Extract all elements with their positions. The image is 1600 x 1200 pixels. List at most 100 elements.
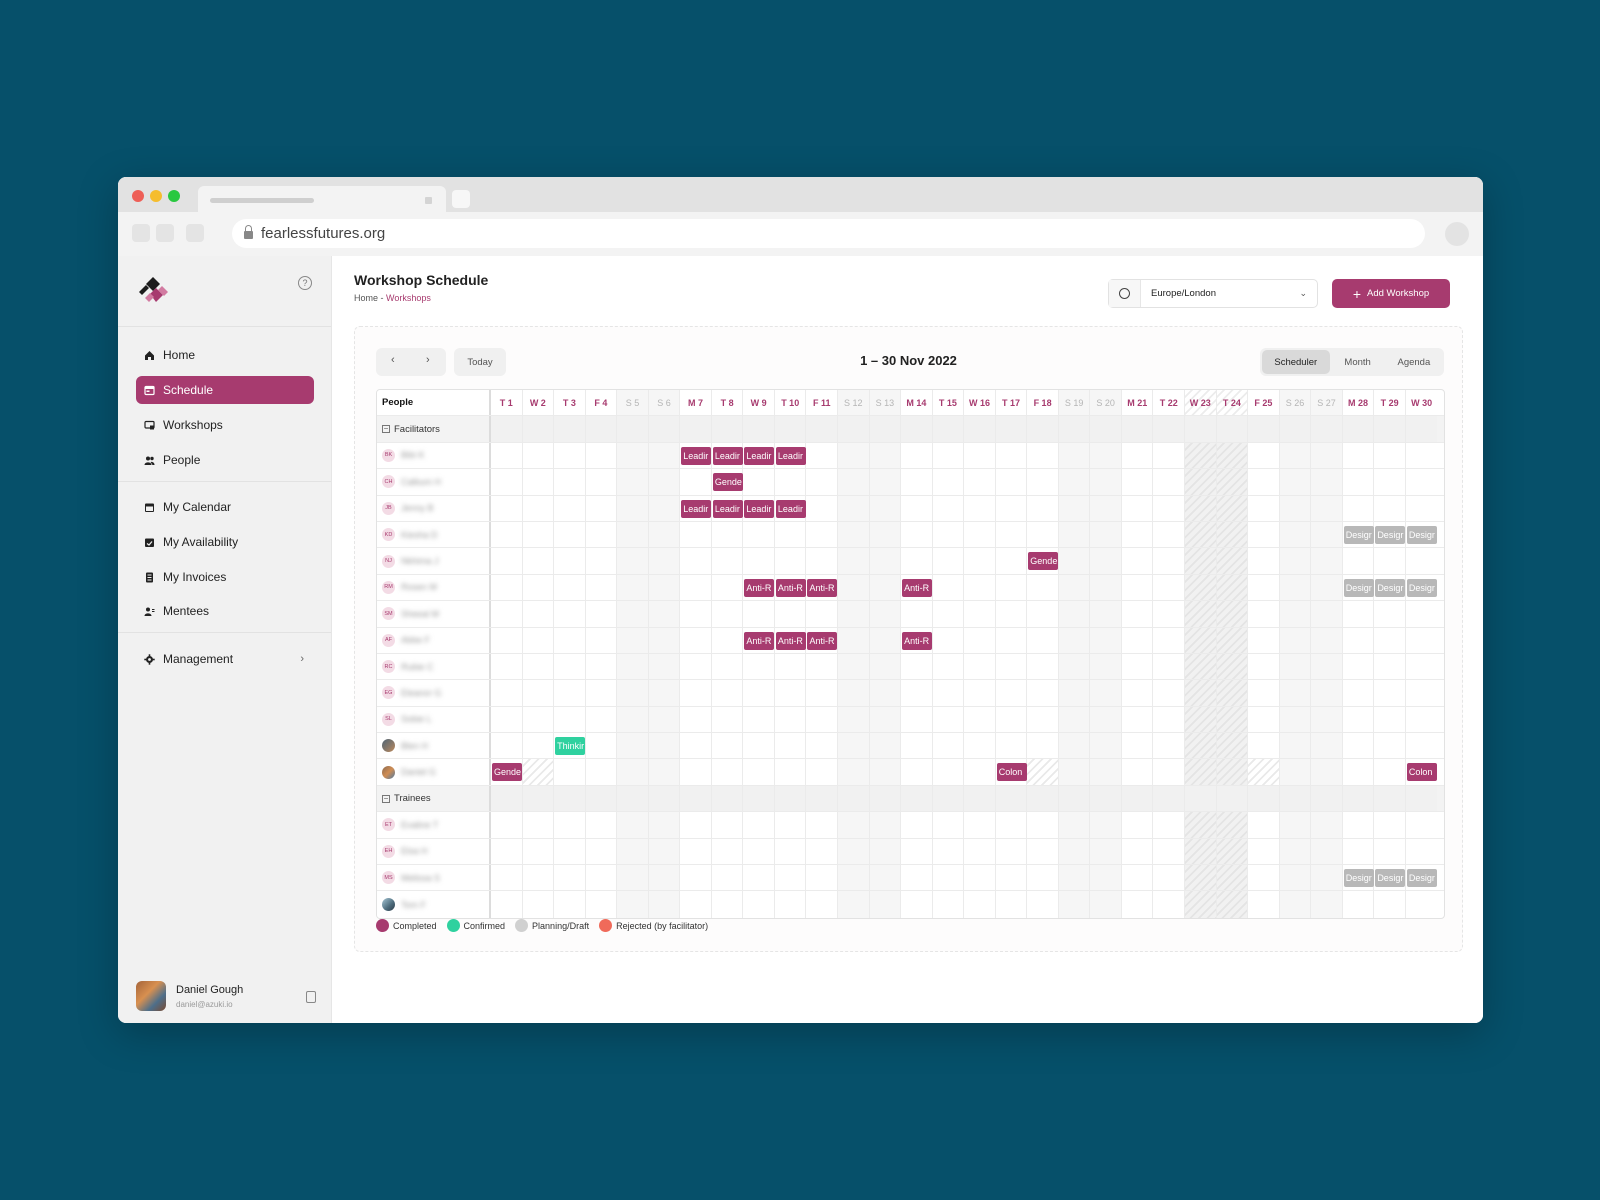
day-cell[interactable] — [996, 706, 1028, 733]
day-cell[interactable] — [554, 442, 586, 469]
day-cell[interactable] — [1311, 891, 1343, 918]
day-cell[interactable] — [1406, 707, 1438, 732]
day-cell[interactable] — [838, 706, 870, 733]
day-cell[interactable] — [1343, 891, 1375, 918]
day-cell[interactable] — [838, 442, 870, 469]
day-cell[interactable] — [901, 680, 933, 706]
day-cell[interactable] — [996, 627, 1028, 653]
person-cell[interactable]: SM Sheeal M — [377, 601, 491, 627]
person-cell[interactable]: SL Sobie L — [377, 706, 491, 733]
day-cell[interactable] — [1216, 469, 1249, 495]
day-cell[interactable] — [1311, 521, 1343, 548]
day-cell[interactable] — [1185, 469, 1217, 495]
day-cell[interactable] — [743, 891, 775, 918]
day-cell[interactable] — [996, 680, 1028, 706]
day-cell[interactable] — [1058, 521, 1091, 548]
day-cell[interactable] — [523, 442, 555, 469]
day-cell[interactable] — [743, 469, 775, 495]
person-cell[interactable]: JB Jenny B — [377, 495, 491, 521]
day-cell[interactable] — [806, 706, 839, 733]
day-cell[interactable] — [964, 680, 996, 706]
day-cell[interactable] — [1122, 548, 1154, 574]
workshop-event[interactable]: Leadir — [744, 499, 775, 518]
day-cell[interactable] — [712, 865, 744, 891]
day-cell[interactable] — [1058, 812, 1091, 838]
day-cell[interactable] — [712, 680, 744, 706]
day-cell[interactable] — [1090, 601, 1122, 627]
day-cell[interactable] — [1374, 759, 1406, 785]
day-cell[interactable] — [775, 812, 807, 838]
workshop-event[interactable]: Leadir — [775, 446, 806, 465]
day-cell[interactable] — [1248, 627, 1280, 653]
collapse-icon[interactable]: − — [382, 793, 390, 803]
day-cell[interactable] — [1216, 442, 1249, 469]
day-cell[interactable] — [1058, 733, 1091, 759]
day-cell[interactable] — [586, 680, 618, 706]
day-cell[interactable] — [1343, 838, 1375, 865]
workshop-event[interactable]: Leadir — [775, 499, 806, 518]
day-cell[interactable] — [491, 812, 523, 838]
sidebar-item-schedule[interactable]: Schedule — [136, 376, 314, 404]
day-cell[interactable] — [869, 838, 902, 865]
day-cell[interactable] — [1216, 574, 1249, 601]
day-cell[interactable] — [680, 838, 712, 865]
person-cell[interactable]: Blen H — [377, 733, 491, 759]
day-cell[interactable] — [1185, 601, 1217, 627]
day-cell[interactable] — [1406, 891, 1438, 917]
day-cell[interactable] — [1122, 759, 1154, 785]
day-cell[interactable]: Gende — [491, 759, 523, 785]
day-cell[interactable] — [933, 548, 965, 574]
day-cell[interactable] — [1279, 442, 1312, 469]
day-cell[interactable] — [491, 680, 523, 706]
day-cell[interactable] — [1090, 733, 1122, 759]
day-cell[interactable] — [1279, 812, 1312, 838]
day-cell[interactable] — [523, 469, 555, 495]
browser-profile-button[interactable] — [1445, 222, 1469, 246]
day-cell[interactable] — [523, 706, 555, 733]
day-cell[interactable] — [1122, 838, 1154, 865]
day-cell[interactable] — [680, 521, 712, 548]
day-cell[interactable] — [1122, 469, 1154, 495]
day-cell[interactable] — [1343, 495, 1375, 521]
day-cell[interactable] — [554, 865, 586, 891]
day-cell[interactable] — [933, 521, 965, 548]
day-cell[interactable] — [1058, 891, 1091, 918]
day-cell[interactable] — [1248, 706, 1280, 733]
day-cell[interactable] — [554, 627, 586, 653]
day-cell[interactable] — [1153, 601, 1186, 627]
day-cell[interactable] — [648, 442, 681, 469]
day-cell[interactable] — [743, 838, 775, 865]
day-cell[interactable] — [648, 865, 681, 891]
day-cell[interactable] — [1279, 706, 1312, 733]
day-cell[interactable] — [1027, 469, 1059, 495]
day-cell[interactable] — [1311, 442, 1343, 469]
day-cell[interactable] — [743, 601, 775, 627]
day-cell[interactable] — [1374, 548, 1406, 574]
day-cell[interactable] — [1216, 495, 1249, 521]
day-cell[interactable] — [1090, 469, 1122, 495]
workshop-event[interactable]: Leadir — [681, 446, 712, 465]
day-cell[interactable] — [838, 865, 870, 891]
day-cell[interactable] — [1216, 601, 1249, 627]
day-cell[interactable]: Anti-R — [901, 574, 933, 601]
day-cell[interactable] — [523, 574, 555, 601]
day-cell[interactable] — [838, 601, 870, 627]
day-cell[interactable] — [1248, 759, 1280, 785]
day-cell[interactable] — [586, 706, 618, 733]
day-cell[interactable] — [743, 521, 775, 548]
day-cell[interactable] — [1248, 891, 1280, 918]
day-cell[interactable] — [712, 521, 744, 548]
workshop-event[interactable]: Gende — [712, 473, 743, 492]
day-cell[interactable] — [617, 521, 649, 548]
day-cell[interactable] — [680, 627, 712, 653]
day-cell[interactable] — [933, 601, 965, 627]
day-cell[interactable] — [901, 759, 933, 785]
day-cell[interactable] — [1153, 521, 1186, 548]
day-cell[interactable] — [838, 838, 870, 865]
workshop-event[interactable]: Leadir — [681, 499, 712, 518]
day-cell[interactable] — [996, 838, 1028, 865]
day-cell[interactable] — [996, 865, 1028, 891]
day-cell[interactable]: Anti-R — [743, 627, 775, 653]
day-cell[interactable] — [1122, 865, 1154, 891]
day-cell[interactable] — [586, 548, 618, 574]
